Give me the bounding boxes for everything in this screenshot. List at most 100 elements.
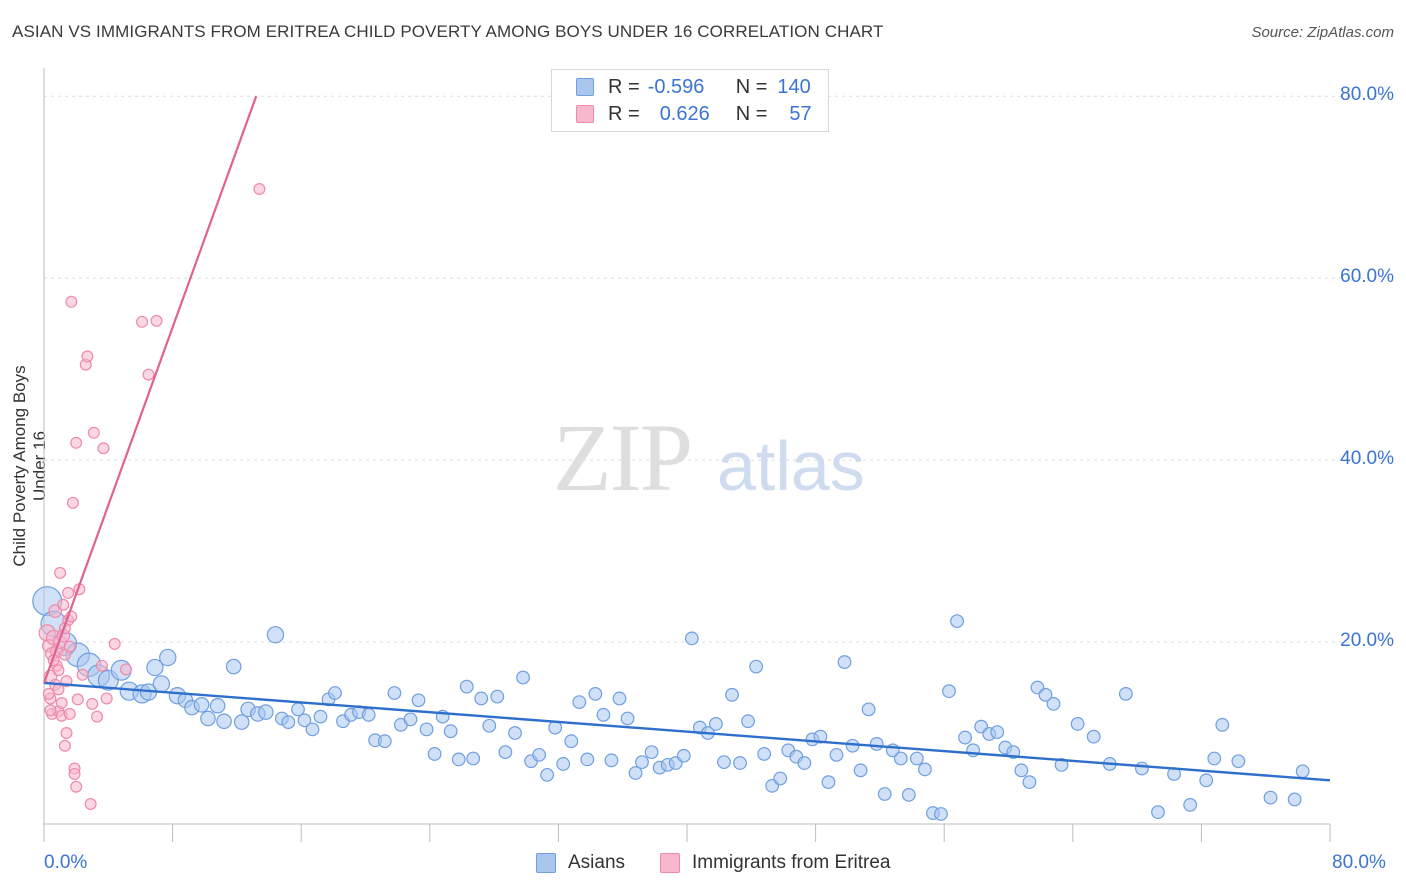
chart-source: Source: ZipAtlas.com: [1251, 24, 1394, 41]
asians-point: [516, 670, 530, 685]
asians-point: [757, 747, 772, 761]
asians-point: [861, 702, 876, 717]
x-tick-min: 0.0%: [44, 852, 88, 873]
asians-point: [297, 713, 312, 728]
asians-point: [773, 771, 788, 786]
eritrea-point: [68, 767, 81, 780]
asians-point: [572, 695, 587, 709]
asians-point: [877, 787, 892, 801]
watermark-atlas: atlas: [717, 427, 865, 505]
eritrea-point: [87, 426, 100, 439]
eritrea-trend-line: [42, 95, 258, 684]
legend-asians-n: 140: [777, 75, 811, 98]
eritrea-point: [42, 687, 55, 700]
asians-point: [1231, 754, 1246, 769]
asians-point: [200, 710, 216, 727]
asians-point: [749, 659, 764, 674]
asians-point: [377, 734, 392, 749]
asians-point: [216, 713, 232, 729]
eritrea-point: [150, 314, 163, 327]
asians-point: [869, 737, 884, 751]
asians-point: [225, 658, 242, 675]
asians-point: [387, 686, 402, 700]
trend-lines: [42, 95, 1331, 782]
legend-n-label-2: N =: [735, 102, 768, 125]
eritrea-point: [91, 710, 104, 723]
asians-point: [152, 675, 171, 693]
legend-asians-r: -0.596: [647, 75, 705, 98]
asians-point: [564, 734, 579, 749]
eritrea-point: [62, 586, 75, 599]
eritrea-point: [54, 566, 67, 579]
grid-lines: [44, 95, 1394, 643]
asians-point: [146, 658, 164, 677]
watermark-zip: ZIP: [553, 404, 691, 511]
eritrea-point: [70, 436, 83, 449]
eritrea-point: [97, 442, 110, 455]
eritrea-point: [65, 295, 78, 308]
asians-point: [588, 687, 603, 701]
asians-point: [474, 691, 489, 706]
asians-point: [498, 745, 513, 760]
asians-point: [411, 693, 426, 708]
eritrea-point: [44, 704, 57, 717]
asians-point: [482, 718, 497, 733]
eritrea-point: [108, 637, 121, 650]
asians-point: [853, 763, 868, 778]
asians-point: [427, 747, 442, 761]
asians-point: [725, 687, 739, 702]
eritrea-point: [84, 797, 97, 810]
asians-points: [32, 586, 1310, 821]
legend-r-label: R =: [608, 75, 640, 98]
asians-point: [604, 753, 619, 768]
asians-point: [451, 752, 466, 767]
asians-point: [1287, 792, 1302, 807]
asians-point: [313, 709, 328, 724]
asians-point: [909, 751, 924, 766]
asians-point: [1215, 717, 1230, 732]
eritrea-point: [81, 350, 94, 363]
bottom-asians-swatch: [536, 853, 556, 873]
asians-point: [918, 762, 932, 777]
legend-row-eritrea: R = 0.626 N = 57: [576, 101, 812, 127]
eritrea-point: [71, 693, 84, 706]
eritrea-points: [38, 182, 266, 810]
asians-point: [466, 751, 481, 766]
eritrea-point: [119, 663, 132, 676]
asians-point: [361, 707, 376, 722]
asians-point: [644, 745, 659, 760]
asians-swatch: [576, 78, 594, 96]
asians-point: [1022, 775, 1037, 790]
asians-point: [1207, 751, 1222, 766]
asians-point: [403, 712, 418, 727]
asians-point: [1118, 687, 1133, 701]
bottom-legend-eritrea: Immigrants from Eritrea: [660, 852, 890, 874]
eritrea-point: [60, 727, 73, 740]
eritrea-point: [66, 496, 79, 509]
asians-point: [1046, 697, 1061, 711]
asians-point: [813, 729, 828, 744]
asians-point: [1263, 790, 1278, 805]
eritrea-point: [95, 659, 108, 672]
eritrea-point: [52, 664, 65, 677]
asians-point: [1295, 764, 1310, 779]
eritrea-point: [142, 368, 155, 381]
asians-trend-line: [43, 681, 1331, 782]
asians-point: [305, 722, 320, 737]
eritrea-point: [253, 182, 266, 195]
asians-point: [1086, 729, 1101, 744]
bottom-asians-label: Asians: [568, 852, 626, 873]
asians-point: [532, 747, 547, 762]
asians-point: [628, 766, 643, 780]
asians-point: [741, 714, 755, 729]
eritrea-point: [58, 739, 71, 752]
asians-point: [837, 655, 852, 669]
asians-point: [233, 714, 250, 730]
asians-point: [209, 697, 226, 714]
asians-point: [950, 614, 964, 629]
x-tick-max: 80.0%: [1332, 852, 1386, 873]
asians-point: [635, 755, 649, 770]
asians-point: [1183, 797, 1198, 812]
asians-point: [1151, 805, 1165, 820]
